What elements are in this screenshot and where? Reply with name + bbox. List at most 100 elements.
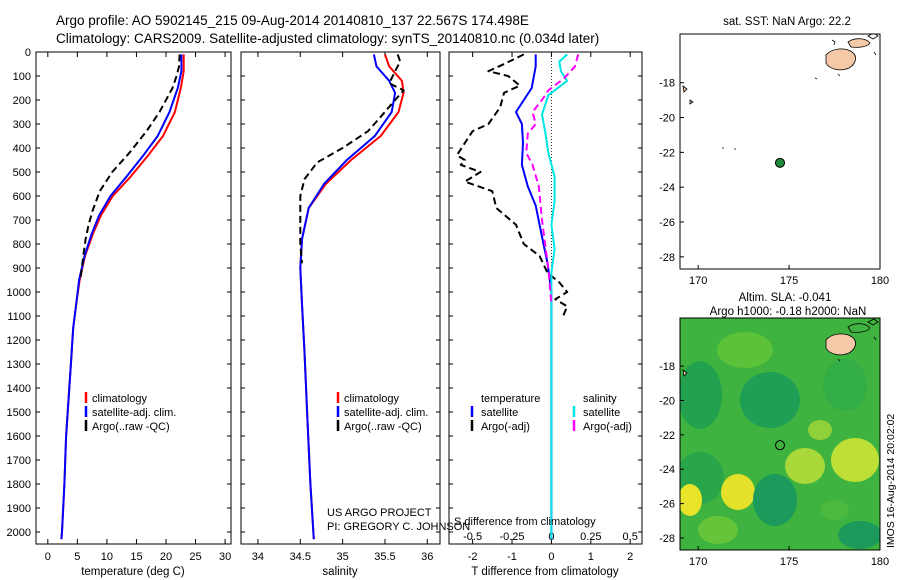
x-tick-label: 1: [588, 551, 594, 563]
sla-cell: [717, 332, 773, 368]
x-tick-label: 20: [160, 551, 172, 563]
sla-map-panel: Altim. SLA: -0.041 Argo h1000: -0.18 h20…: [659, 292, 889, 568]
s-tick-label: -0.5: [463, 531, 482, 543]
sla-cell: [680, 361, 722, 429]
island-taveuni: [867, 34, 879, 40]
s-tick-label: -0.25: [499, 531, 524, 543]
legend-label-argo: Argo(..raw -QC): [92, 421, 170, 433]
sla-cell: [823, 359, 867, 411]
lat-tick-label: -18: [659, 361, 675, 373]
island-vanua-levu: [847, 38, 871, 48]
difference-panel: -2 -1 0 1 2-0.5 -0.25 0 0.25 0.5 S difference fr…: [448, 51, 643, 578]
y-tick-label: 1700: [7, 455, 31, 467]
x-tick-label: 0: [45, 551, 51, 563]
y-tick-label: 1500: [7, 407, 31, 419]
lon-tick-label: 170: [689, 556, 707, 568]
legend-title-temperature: temperature: [481, 393, 540, 405]
sst-map-panel: sat. SST: NaN Argo: 22.2 170 175 180 -18 -20…: [659, 16, 889, 287]
legend-label-s-argo: Argo(-adj): [583, 421, 632, 433]
reef-outlines: [837, 318, 879, 362]
s-difference-xlabel: S difference from climatology: [454, 516, 596, 528]
x-tick-label: 34.5: [290, 551, 311, 563]
salinity-legend: climatology satellite-adj. clim. Argo(..…: [336, 392, 428, 433]
y-tick-label: 1000: [7, 287, 31, 299]
y-tick-label: 500: [13, 167, 31, 179]
y-tick-label: 700: [13, 215, 31, 227]
sla-map-axes: [679, 317, 881, 551]
y-tick-label: 100: [13, 71, 31, 83]
argo-float-marker: [775, 440, 785, 451]
series-line-argo-raw-qc-: [79, 54, 181, 281]
y-tick-label: 1800: [7, 479, 31, 491]
lat-tick-label: -26: [659, 499, 675, 511]
series-line-argo-raw-qc-: [299, 54, 405, 264]
title-line-2: Climatology: CARS2009. Satellite-adjuste…: [56, 31, 599, 46]
series-line-argo-adj-: [455, 53, 569, 317]
lat-tick-label: -18: [659, 78, 675, 90]
sla-cell: [740, 372, 800, 428]
t-difference-xlabel: T difference from climatology: [471, 566, 618, 578]
s-tick-label: 0.5: [623, 531, 638, 543]
credit-line-1: US ARGO PROJECT: [327, 507, 432, 519]
sla-cell: [831, 438, 879, 482]
x-tick-label: 5: [74, 551, 80, 563]
sst-map-coastline: [682, 34, 879, 150]
legend-label-climatology: climatology: [92, 393, 148, 405]
lat-tick-label: -20: [659, 113, 675, 125]
y-tick-label: 1200: [7, 335, 31, 347]
argo-float-marker: [775, 157, 785, 168]
credit-line-2: PI: GREGORY C. JOHNSON: [327, 521, 470, 533]
y-tick-label: 1100: [7, 311, 31, 323]
temperature-panel: 0 5 10 15 20 25 300100200300400500600700800900…: [7, 47, 232, 578]
sst-map-axes: [679, 33, 881, 270]
difference-legend: temperature salinity satellite Argo(-adj…: [470, 393, 632, 433]
x-tick-label: 35: [336, 551, 348, 563]
lon-tick-label: 175: [780, 556, 798, 568]
x-tick-label: -2: [468, 551, 478, 563]
salinity-axes: [240, 51, 441, 545]
y-tick-label: 0: [25, 47, 31, 59]
x-tick-label: 10: [101, 551, 113, 563]
y-tick-label: 1900: [7, 503, 31, 515]
salinity-panel: 34 34.5 35 35.5 36 salinity climatology sate…: [240, 51, 470, 578]
series-line-climatology: [60, 54, 185, 540]
series-line-satellite-adj-clim-: [60, 54, 183, 540]
reef-outlines: [814, 39, 877, 80]
y-tick-label: 1300: [7, 359, 31, 371]
legend-label-climatology: climatology: [344, 393, 400, 405]
legend-label-s-satellite: satellite: [583, 407, 620, 419]
sla-cell: [838, 521, 880, 549]
sla-cell: [721, 474, 755, 510]
series-line-satellite-adj-clim-: [299, 54, 397, 540]
sla-heatmap: [680, 318, 880, 550]
island-new-caledonia-tip: [682, 85, 694, 105]
series-line-satellite: [541, 53, 569, 540]
lat-tick-label: -24: [659, 182, 675, 194]
x-tick-label: 35.5: [374, 551, 395, 563]
lon-tick-label: 175: [780, 275, 798, 287]
x-tick-label: -1: [507, 551, 517, 563]
sla-cell: [680, 484, 702, 516]
island-viti-levu: [825, 333, 856, 356]
island-vanua-levu: [847, 323, 871, 333]
temperature-legend: climatology satellite-adj. clim. Argo(..…: [84, 392, 176, 433]
sla-cell: [821, 500, 849, 520]
lat-tick-label: -28: [659, 252, 675, 264]
legend-label-t-argo: Argo(-adj): [481, 421, 530, 433]
legend-label-satellite-adj: satellite-adj. clim.: [344, 407, 428, 419]
x-tick-label: 25: [189, 551, 201, 563]
y-tick-label: 300: [13, 119, 31, 131]
y-tick-label: 2000: [7, 527, 31, 539]
salinity-xlabel: salinity: [322, 566, 357, 578]
imos-timestamp-label: IMOS 16-Aug-2014 20:02:02: [885, 414, 897, 548]
sla-cell: [753, 474, 797, 526]
y-tick-label: 900: [13, 263, 31, 275]
x-tick-label: 0: [548, 551, 554, 563]
x-tick-label: 15: [130, 551, 142, 563]
series-line-argo-adj-: [525, 54, 580, 305]
sla-cell: [808, 420, 832, 440]
sst-map-title: sat. SST: NaN Argo: 22.2: [723, 16, 851, 28]
lat-tick-label: -26: [659, 217, 675, 229]
lat-tick-label: -22: [659, 430, 675, 442]
